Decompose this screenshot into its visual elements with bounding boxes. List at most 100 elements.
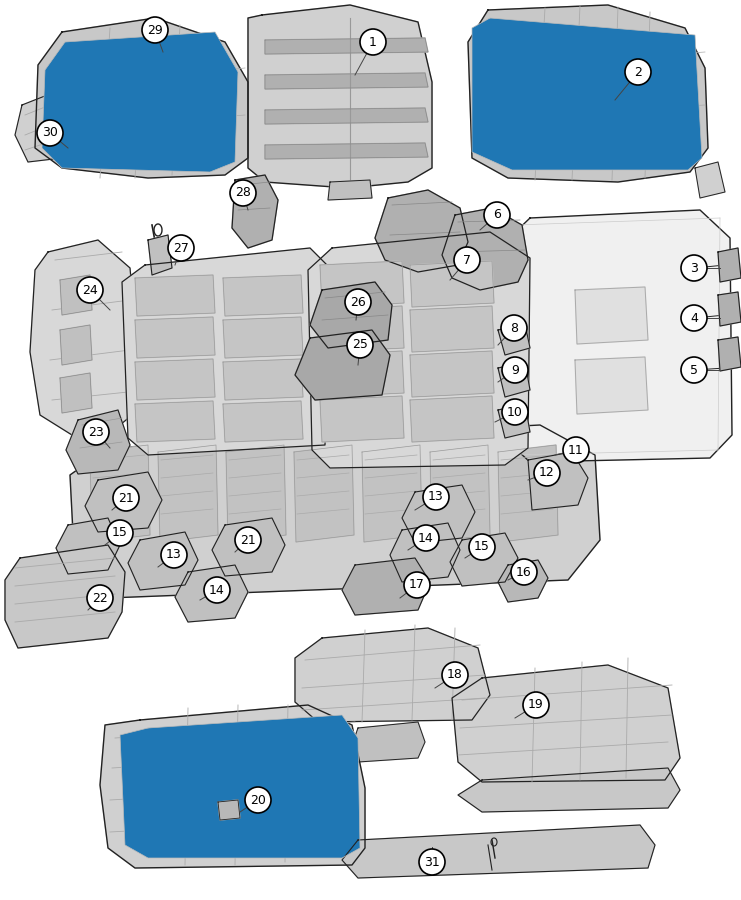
Polygon shape [100, 705, 365, 868]
Polygon shape [472, 18, 702, 170]
Text: 27: 27 [173, 241, 189, 255]
Circle shape [423, 484, 449, 510]
Polygon shape [575, 287, 648, 344]
Circle shape [523, 692, 549, 718]
Polygon shape [695, 162, 725, 198]
Circle shape [563, 437, 589, 463]
Text: 13: 13 [166, 548, 182, 562]
Polygon shape [410, 261, 494, 307]
Polygon shape [232, 175, 278, 248]
Circle shape [442, 662, 468, 688]
Text: 4: 4 [690, 311, 698, 325]
Text: 24: 24 [82, 284, 98, 296]
Polygon shape [15, 92, 68, 162]
Polygon shape [458, 768, 680, 812]
Circle shape [345, 289, 371, 315]
Circle shape [681, 357, 707, 383]
Polygon shape [223, 317, 303, 358]
Circle shape [107, 520, 133, 546]
Circle shape [230, 180, 256, 206]
Circle shape [502, 399, 528, 425]
Polygon shape [410, 396, 494, 442]
Polygon shape [66, 410, 130, 474]
Polygon shape [30, 240, 138, 435]
Circle shape [142, 17, 168, 43]
Polygon shape [442, 208, 528, 290]
Text: 10: 10 [507, 406, 523, 419]
Polygon shape [505, 210, 732, 462]
Polygon shape [362, 445, 422, 542]
Polygon shape [375, 190, 468, 272]
Circle shape [625, 59, 651, 85]
Polygon shape [410, 306, 494, 352]
Polygon shape [90, 445, 150, 542]
Polygon shape [70, 425, 600, 598]
Polygon shape [718, 337, 741, 371]
Polygon shape [320, 351, 404, 397]
Polygon shape [148, 235, 172, 275]
Polygon shape [60, 373, 92, 413]
Text: 23: 23 [88, 426, 104, 438]
Text: 7: 7 [463, 254, 471, 266]
Text: 21: 21 [240, 534, 256, 546]
Polygon shape [135, 401, 215, 442]
Text: 3: 3 [690, 262, 698, 274]
Polygon shape [295, 330, 390, 400]
Polygon shape [295, 628, 490, 722]
Polygon shape [265, 108, 428, 124]
Polygon shape [402, 485, 475, 543]
Text: 15: 15 [112, 526, 128, 539]
Circle shape [454, 247, 480, 273]
Text: 19: 19 [528, 698, 544, 712]
Polygon shape [498, 324, 530, 355]
Polygon shape [498, 404, 530, 438]
Polygon shape [265, 73, 428, 89]
Text: 1: 1 [369, 35, 377, 49]
Text: 16: 16 [516, 565, 532, 579]
Polygon shape [42, 32, 238, 172]
Text: 8: 8 [510, 321, 518, 335]
Text: 20: 20 [250, 794, 266, 806]
Polygon shape [120, 715, 360, 858]
Circle shape [235, 527, 261, 553]
Polygon shape [35, 18, 248, 178]
Polygon shape [310, 282, 392, 348]
Polygon shape [575, 357, 648, 414]
Circle shape [245, 787, 271, 813]
Polygon shape [218, 800, 240, 820]
Circle shape [502, 357, 528, 383]
Circle shape [534, 460, 560, 486]
Text: 30: 30 [42, 127, 58, 140]
Text: 21: 21 [118, 491, 134, 505]
Polygon shape [135, 275, 215, 316]
Circle shape [469, 534, 495, 560]
Text: 14: 14 [209, 583, 225, 597]
Text: 11: 11 [568, 444, 584, 456]
Circle shape [37, 120, 63, 146]
Circle shape [404, 572, 430, 598]
Text: 18: 18 [447, 669, 463, 681]
Circle shape [204, 577, 230, 603]
Text: 2: 2 [634, 66, 642, 78]
Polygon shape [718, 248, 741, 282]
Circle shape [77, 277, 103, 303]
Polygon shape [128, 532, 198, 590]
Polygon shape [528, 452, 588, 510]
Polygon shape [56, 518, 120, 574]
Text: 15: 15 [474, 541, 490, 554]
Text: 17: 17 [409, 579, 425, 591]
Circle shape [419, 849, 445, 875]
Circle shape [360, 29, 386, 55]
Text: 14: 14 [418, 532, 434, 544]
Circle shape [501, 315, 527, 341]
Text: 6: 6 [493, 209, 501, 221]
Polygon shape [320, 261, 404, 307]
Circle shape [87, 585, 113, 611]
Polygon shape [60, 275, 92, 315]
Polygon shape [158, 445, 218, 542]
Polygon shape [294, 445, 354, 542]
Polygon shape [452, 665, 680, 782]
Text: 26: 26 [350, 295, 366, 309]
Polygon shape [223, 359, 303, 400]
Polygon shape [135, 359, 215, 400]
